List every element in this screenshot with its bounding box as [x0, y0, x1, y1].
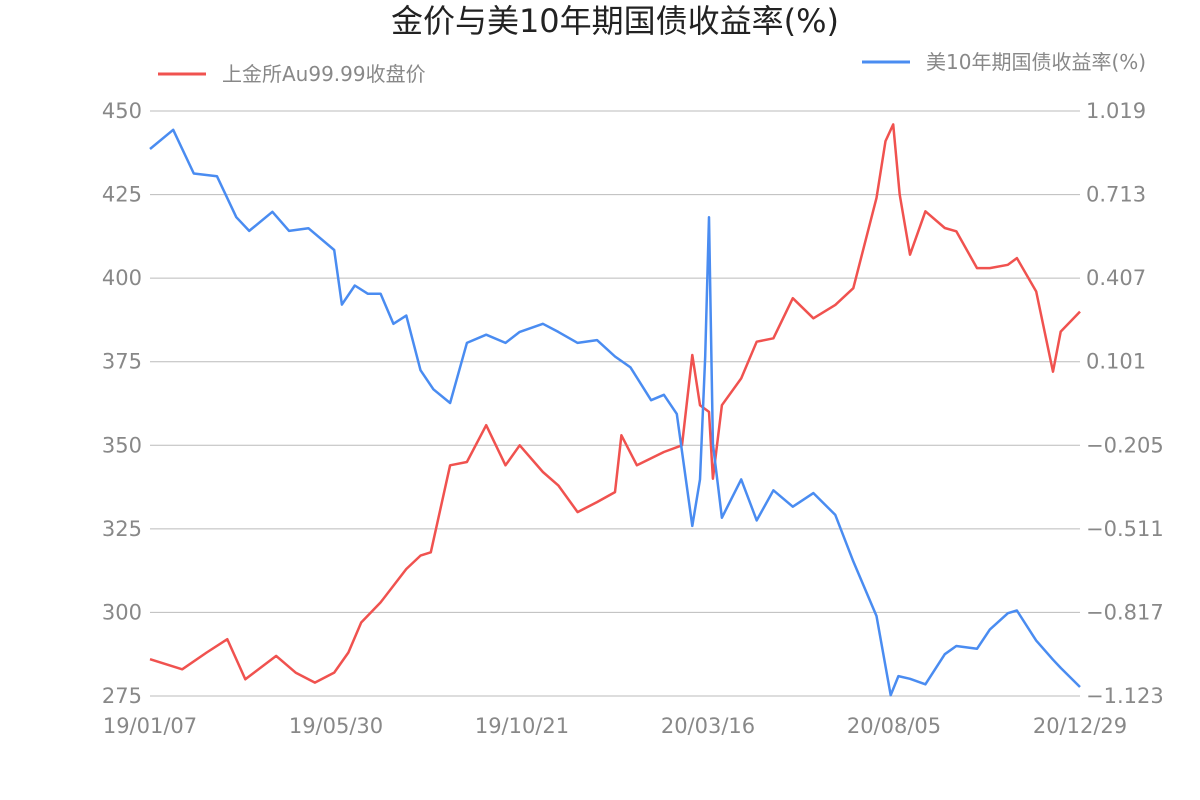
legend-label: 上金所Au99.99收盘价: [222, 62, 426, 86]
gridlines: [150, 110, 1080, 697]
x-tick-label: 19/10/21: [475, 714, 569, 738]
right-tick-label: −0.205: [1086, 433, 1164, 457]
gold-price-line: [149, 123, 1081, 684]
x-tick-label: 20/03/16: [661, 714, 755, 738]
series-lines: [149, 123, 1081, 697]
x-tick-label: 20/12/29: [1033, 714, 1127, 738]
right-tick-label: 0.407: [1086, 266, 1146, 290]
right-tick-label: −0.817: [1086, 600, 1164, 624]
right-tick-label: 0.101: [1086, 350, 1146, 374]
left-tick-label: 300: [102, 600, 142, 624]
legend: 上金所Au99.99收盘价 美10年期国债收益率(%): [158, 50, 1146, 86]
x-tick-label: 20/08/05: [847, 714, 941, 738]
left-tick-label: 425: [102, 183, 142, 207]
legend-label: 美10年期国债收益率(%): [926, 50, 1146, 74]
x-tick-label: 19/01/07: [103, 714, 197, 738]
x-tick-label: 19/05/30: [289, 714, 383, 738]
left-y-axis: 450 425 400 375 350 325 300 275: [102, 99, 142, 708]
right-tick-label: 0.713: [1086, 183, 1146, 207]
left-tick-label: 275: [102, 684, 142, 708]
left-tick-label: 325: [102, 517, 142, 541]
left-tick-label: 400: [102, 266, 142, 290]
right-y-axis: 1.019 0.713 0.407 0.101 −0.205 −0.511 −0.817 −1…: [1086, 99, 1164, 708]
treasury-yield-line: [149, 128, 1081, 697]
right-tick-label: 1.019: [1086, 99, 1146, 123]
left-tick-label: 450: [102, 99, 142, 123]
left-tick-label: 350: [102, 433, 142, 457]
right-tick-label: −1.123: [1086, 684, 1164, 708]
left-tick-label: 375: [102, 350, 142, 374]
chart-title: 金价与美10年期国债收益率(%): [390, 2, 840, 40]
right-tick-label: −0.511: [1086, 517, 1164, 541]
x-axis: 19/01/07 19/05/30 19/10/21 20/03/16 20/08/05…: [103, 714, 1127, 738]
